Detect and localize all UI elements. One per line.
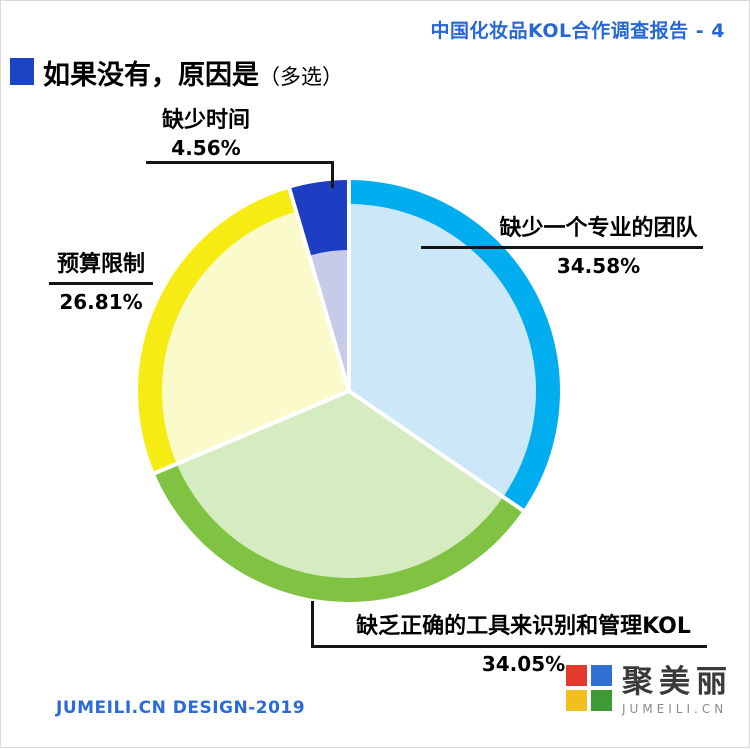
logo-text: 聚美丽 [622,664,733,700]
pie-slice-ring-2 [137,188,297,474]
pie-slice-separator [347,389,525,513]
callout-no-professional-team-label: 缺少一个专业的团队 [499,216,698,241]
pie-slice-separator [287,187,351,392]
logo-text-block: 聚美丽 JUMEILI.CN [622,665,733,716]
callout-no-professional-team-percent: 34.58% [556,254,641,278]
leader-line-tools-connector [311,601,314,647]
jumeili-logo-icon [566,665,612,711]
leader-line-team [421,246,703,249]
callout-lack-of-tools-percent: 34.05% [481,652,566,676]
leader-line-budget [49,282,153,285]
callout-no-professional-team: 缺少一个专业的团队 34.58% [481,215,716,279]
jumeili-logo: 聚美丽 JUMEILI.CN [566,665,733,716]
callout-lack-of-time-percent: 4.56% [171,136,241,160]
callout-budget-limit: 预算限制 26.81% [36,251,166,315]
pie-slice-separator [152,389,350,476]
callout-lack-of-tools: 缺乏正确的工具来识别和管理KOL 34.05% [326,613,721,677]
pie-slice-ring-3 [289,180,349,256]
leader-line-tools [311,645,707,648]
pie-slice-inner-3 [309,250,349,391]
page-title-suffix: （多选） [259,65,343,89]
logo-square-green [591,690,612,711]
leader-line-lack-time-connector [331,161,334,188]
logo-square-red [566,665,587,686]
pie-slice-inner-1 [176,391,504,579]
logo-subtext: JUMEILI.CN [622,702,728,716]
logo-square-yellow [566,690,587,711]
report-series-label: 中国化妆品KOL合作调查报告 - 4 [430,20,725,42]
leader-line-lack-time [146,161,334,164]
callout-lack-of-tools-label: 缺乏正确的工具来识别和管理KOL [356,614,691,639]
callout-lack-of-time-label: 缺少时间 [161,108,250,133]
callout-budget-limit-label: 预算限制 [56,252,145,277]
title-bullet-square [10,58,34,85]
page-title-row: 如果没有，原因是（多选） [43,53,343,92]
callout-lack-of-time: 缺少时间 4.56% [106,107,306,161]
callout-budget-limit-percent: 26.81% [59,290,143,314]
pie-slice-ring-1 [154,463,523,602]
footer-credit: JUMEILI.CN DESIGN-2019 [56,698,306,718]
page-title: 如果没有，原因是 [43,60,259,91]
pie-slice-inner-2 [161,211,349,464]
logo-square-blue [591,665,612,686]
